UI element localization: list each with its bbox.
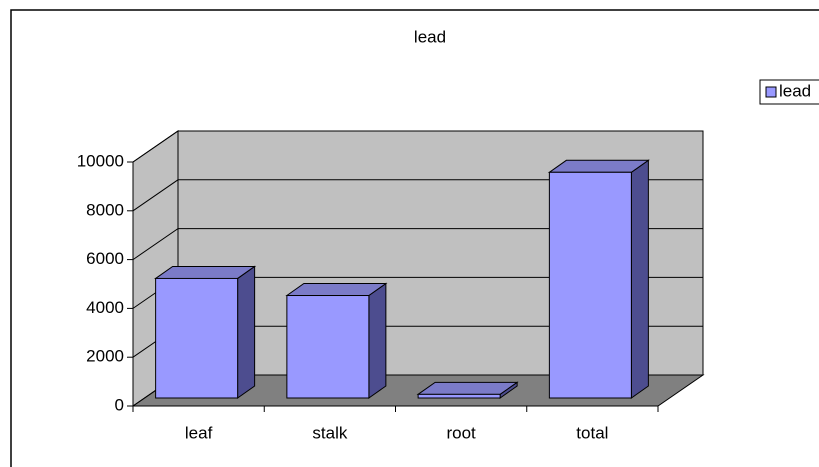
y-tick-label: 10000: [77, 151, 124, 170]
x-tick-label: leaf: [185, 423, 213, 442]
legend-swatch: [765, 86, 777, 98]
bar-side: [237, 265, 256, 399]
bar: [548, 171, 632, 399]
chart-title: lead: [414, 27, 446, 46]
y-tick-label: 6000: [86, 249, 124, 268]
grid-line: [132, 130, 703, 163]
bar-top: [285, 283, 388, 297]
grid-line: [132, 228, 703, 261]
x-tick-label: stalk: [312, 423, 347, 442]
bar-top: [547, 159, 650, 173]
bar-side: [368, 282, 387, 399]
y-tick-label: 4000: [86, 298, 124, 317]
bar-top: [154, 265, 257, 279]
y-tick-label: 0: [115, 395, 124, 414]
y-tick-label: 8000: [86, 200, 124, 219]
bar-side: [630, 159, 649, 399]
bar-top: [416, 381, 519, 395]
grid-line: [132, 179, 703, 212]
legend-label: lead: [779, 81, 811, 100]
bar: [286, 295, 370, 399]
x-tick-label: root: [446, 423, 476, 442]
bar: [155, 277, 239, 399]
y-tick-label: 2000: [86, 347, 124, 366]
bar: [417, 393, 501, 399]
x-tick-label: total: [576, 423, 608, 442]
